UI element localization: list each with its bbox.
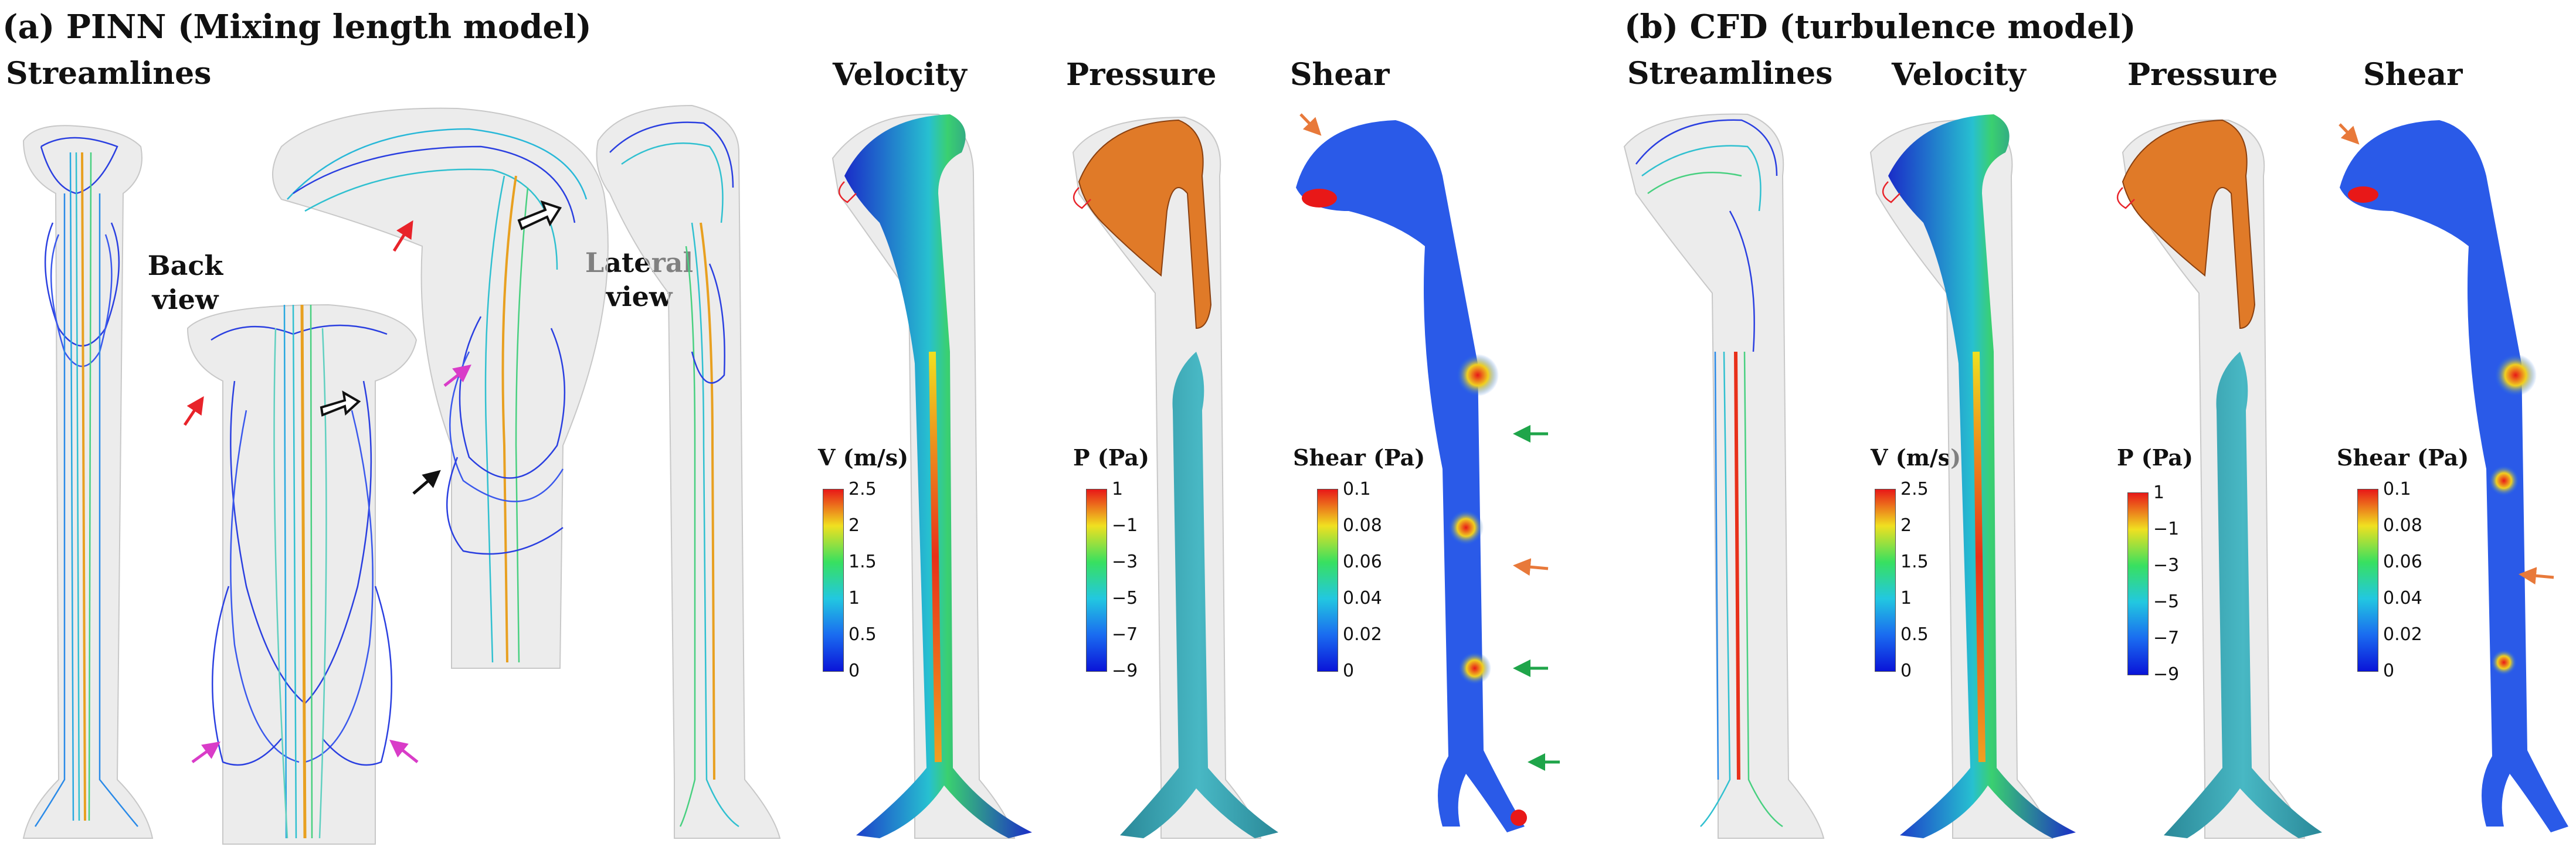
colorbar-tick-label: 2: [1900, 515, 1912, 536]
colorbar-tick-label: 0.06: [2383, 552, 2422, 572]
b-pressure-colorbar-title: P (Pa): [2117, 444, 2193, 471]
colorbar-tick-label: 0: [1343, 661, 1355, 681]
red-arrow: [183, 396, 204, 426]
a-shear-title: Shear: [1290, 57, 1390, 93]
a-pressure-colorbar: 1 −1 −3 −5 −7 −9: [1086, 481, 1180, 682]
b-shear-colorbar: 0.1 0.08 0.06 0.04 0.02 0: [2357, 481, 2451, 682]
magenta-arrow: [443, 364, 471, 387]
b-pressure-colorbar: 1 −1 −3 −5 −7 −9: [2127, 484, 2221, 686]
b-streamlines-title: Streamlines: [1627, 56, 1833, 91]
colorbar-tick-label: 1: [2153, 482, 2165, 503]
colorbar-tick-label: −5: [2153, 591, 2180, 612]
colorbar-tick-label: 1.5: [1900, 552, 1929, 572]
colorbar-tick-label: −9: [2153, 664, 2180, 685]
b-velocity-surface: [1882, 114, 2076, 838]
colorbar-tick-label: −5: [1112, 588, 1138, 608]
colorbar-gradient: [1875, 489, 1896, 672]
b-shear-title: Shear: [2363, 57, 2463, 93]
colorbar-tick-label: 0: [2383, 661, 2395, 681]
b-shear-colorbar-title: Shear (Pa): [2337, 444, 2469, 471]
colorbar-tick-label: −7: [1112, 624, 1138, 645]
colorbar-tick-label: 0.04: [2383, 588, 2422, 608]
black-arrow: [412, 470, 441, 495]
colorbar-tick-label: −1: [2153, 519, 2180, 539]
orange-arrow: [2339, 123, 2360, 145]
colorbar-tick-label: 0.5: [849, 624, 877, 645]
colorbar-gradient: [2357, 489, 2378, 672]
b-velocity-title: Velocity: [1892, 57, 2026, 93]
colorbar-tick-label: 1: [1112, 479, 1124, 499]
colorbar-gradient: [1086, 489, 1107, 672]
panel-a-title: (a) PINN (Mixing length model): [2, 8, 592, 46]
colorbar-tick-label: 0.1: [1343, 479, 1371, 499]
colorbar-tick-label: 0.5: [1900, 624, 1929, 645]
orange-arrow: [1299, 113, 1322, 136]
b-pressure-surface: [2117, 119, 2322, 838]
colorbar-tick-label: 1.5: [849, 552, 877, 572]
colorbar-tick-label: 1: [1900, 588, 1912, 608]
b-streamlines: [1635, 119, 1783, 828]
a-streamlines-back-small: [34, 137, 138, 827]
a-shear-colorbar-title: Shear (Pa): [1293, 444, 1426, 471]
colorbar-tick-label: 0: [849, 661, 860, 681]
a-velocity-colorbar-title: V (m/s): [818, 444, 909, 471]
a-streamlines-title: Streamlines: [6, 56, 212, 91]
colorbar-tick-label: −3: [1112, 552, 1138, 572]
a-streamlines-lateral: [609, 121, 739, 828]
colorbar-tick-label: 0.02: [2383, 624, 2422, 645]
a-shear-surface: [1296, 120, 1527, 832]
a-shear-colorbar: 0.1 0.08 0.06 0.04 0.02 0: [1317, 481, 1411, 682]
a-velocity-surface: [839, 114, 1032, 838]
panel-b-title: (b) CFD (turbulence model): [1624, 8, 2136, 46]
colorbar-tick-label: −7: [2153, 628, 2180, 648]
colorbar-tick-label: 0.02: [1343, 624, 1382, 645]
colorbar-tick-label: 2: [849, 515, 860, 536]
colorbar-tick-label: 2.5: [1900, 479, 1929, 499]
a-velocity-colorbar: 2.5 2 1.5 1 0.5 0: [823, 481, 917, 682]
colorbar-tick-label: 0.04: [1343, 588, 1382, 608]
a-pressure-surface: [1073, 119, 1278, 838]
b-velocity-colorbar-title: V (m/s): [1871, 444, 1961, 471]
back-view-label: Back view: [147, 250, 223, 315]
colorbar-gradient: [823, 489, 844, 672]
magenta-arrow: [389, 739, 419, 763]
colorbar-tick-label: −3: [2153, 555, 2180, 576]
colorbar-tick-label: 0.08: [2383, 515, 2422, 536]
magenta-arrow: [191, 742, 221, 764]
colorbar-tick-label: 2.5: [849, 479, 877, 499]
orange-arrow: [1513, 558, 1549, 576]
colorbar-tick-label: 0.06: [1343, 552, 1382, 572]
colorbar-tick-label: 0.1: [2383, 479, 2411, 499]
a-velocity-title: Velocity: [833, 57, 967, 93]
colorbar-tick-label: −9: [1112, 661, 1138, 681]
annotation-arrows: [183, 113, 2554, 771]
a-pressure-title: Pressure: [1066, 57, 1217, 93]
b-velocity-colorbar: 2.5 2 1.5 1 0.5 0: [1875, 481, 1969, 682]
colorbar-tick-label: 0.08: [1343, 515, 1382, 536]
colorbar-tick-label: 0: [1900, 661, 1912, 681]
b-shear-surface: [2340, 120, 2568, 832]
colorbar-gradient: [2127, 492, 2149, 675]
orange-arrow: [2519, 567, 2554, 585]
colorbar-tick-label: −1: [1112, 515, 1138, 536]
red-arrow: [392, 220, 413, 252]
a-pressure-colorbar-title: P (Pa): [1073, 444, 1149, 471]
colorbar-gradient: [1317, 489, 1338, 672]
b-pressure-title: Pressure: [2127, 57, 2278, 93]
hollow-arrow-icon: [320, 200, 562, 417]
colorbar-tick-label: 1: [849, 588, 860, 608]
